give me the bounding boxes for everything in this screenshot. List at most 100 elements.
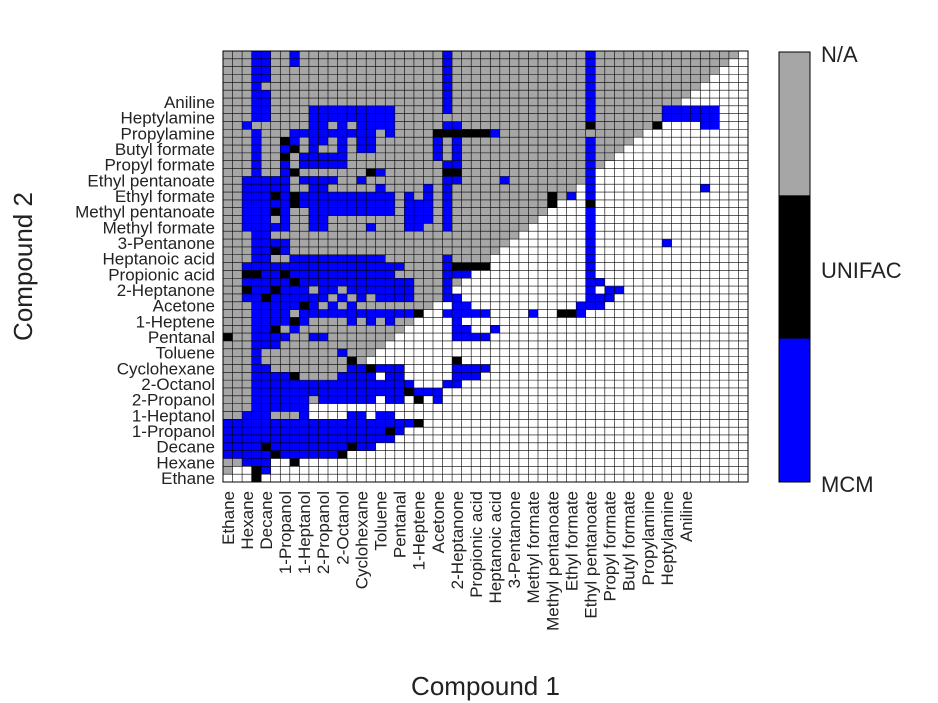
heatmap-cell [585, 301, 596, 310]
heatmap-cell [738, 325, 749, 334]
heatmap-cell [385, 121, 395, 130]
heatmap-cell [337, 325, 348, 334]
heatmap-cell [690, 348, 701, 357]
heatmap-cell [585, 442, 596, 451]
heatmap-cell [356, 474, 367, 483]
heatmap-cell [728, 121, 739, 130]
heatmap-cell [404, 317, 414, 326]
heatmap-cell [242, 387, 252, 396]
heatmap-cell [394, 192, 405, 200]
heatmap-cell [289, 192, 300, 200]
heatmap-cell [337, 419, 348, 428]
heatmap-cell [337, 176, 348, 185]
heatmap-cell [299, 246, 309, 255]
heatmap-cell [719, 239, 729, 247]
heatmap-cell [480, 113, 491, 122]
heatmap-cell [700, 246, 710, 255]
heatmap-cell [394, 270, 405, 279]
heatmap-cell [585, 395, 596, 404]
heatmap-cell [251, 419, 262, 428]
heatmap-cell [528, 262, 539, 271]
heatmap-cell [471, 152, 481, 161]
heatmap-cell [480, 380, 491, 389]
heatmap-cell [499, 293, 510, 302]
heatmap-cell [308, 90, 319, 99]
heatmap-cell [490, 348, 500, 357]
heatmap-cell [719, 474, 729, 483]
heatmap-cell [251, 387, 262, 396]
heatmap-cell [232, 231, 243, 240]
heatmap-cell [528, 215, 539, 224]
heatmap-cell [480, 184, 491, 193]
heatmap-cell [557, 113, 567, 122]
heatmap-cell [251, 395, 262, 404]
heatmap-cell [366, 239, 376, 247]
heatmap-cell [347, 466, 357, 475]
heatmap-cell [442, 215, 453, 224]
heatmap-cell [595, 419, 605, 428]
heatmap-cell [280, 340, 290, 349]
heatmap-cell [394, 403, 405, 412]
heatmap-cell [280, 372, 290, 381]
heatmap-cell [242, 254, 252, 263]
heatmap-cell [261, 474, 271, 483]
heatmap-cell [385, 160, 395, 169]
heatmap-cell [623, 434, 634, 443]
heatmap-cell [337, 333, 348, 341]
heatmap-cell [242, 145, 252, 153]
heatmap-cell [509, 66, 519, 75]
heatmap-cell [242, 340, 252, 349]
heatmap-cell [595, 246, 605, 255]
heatmap-cell [318, 231, 329, 240]
heatmap-cell [404, 231, 414, 240]
heatmap-cell [223, 199, 233, 208]
heatmap-cell [738, 372, 749, 381]
heatmap-cell [728, 199, 739, 208]
heatmap-cell [566, 411, 577, 420]
heatmap-cell [576, 254, 586, 263]
heatmap-cell [251, 223, 262, 232]
heatmap-cell [471, 129, 481, 138]
heatmap-cell [528, 51, 539, 59]
heatmap-cell [547, 442, 558, 451]
heatmap-cell [633, 474, 644, 483]
heatmap-cell [595, 58, 605, 67]
heatmap-cell [518, 262, 529, 271]
y-tick-label: 2-Propanol [132, 391, 215, 410]
heatmap-cell [280, 215, 290, 224]
heatmap-cell [528, 474, 539, 483]
heatmap-cell [690, 90, 701, 99]
heatmap-cell [490, 176, 500, 185]
heatmap-cell [366, 372, 376, 381]
heatmap-cell [490, 403, 500, 412]
heatmap-cell [366, 199, 376, 208]
heatmap-cell [318, 192, 329, 200]
heatmap-cell [413, 474, 424, 483]
heatmap-cell [576, 427, 586, 436]
heatmap-cell [595, 356, 605, 365]
heatmap-cell [538, 176, 548, 185]
heatmap-cell [681, 58, 691, 67]
heatmap-cell [709, 90, 720, 99]
heatmap-cell [643, 58, 653, 67]
heatmap-cell [557, 317, 567, 326]
heatmap-cell [270, 348, 281, 357]
heatmap-cell [585, 293, 596, 302]
heatmap-cell [356, 286, 367, 294]
heatmap-cell [738, 458, 749, 467]
heatmap-cell [538, 215, 548, 224]
heatmap-cell [318, 51, 329, 59]
heatmap-cell [461, 66, 472, 75]
heatmap-cell [643, 301, 653, 310]
heatmap-cell [337, 293, 348, 302]
heatmap-cell [671, 160, 682, 169]
heatmap-cell [413, 450, 424, 459]
heatmap-cell [385, 105, 395, 114]
heatmap-cell [433, 254, 443, 263]
heatmap-cell [433, 278, 443, 287]
heatmap-cell [518, 403, 529, 412]
heatmap-cell [480, 176, 491, 185]
heatmap-cell [662, 380, 672, 389]
heatmap-cell [433, 325, 443, 334]
heatmap-cell [633, 466, 644, 475]
